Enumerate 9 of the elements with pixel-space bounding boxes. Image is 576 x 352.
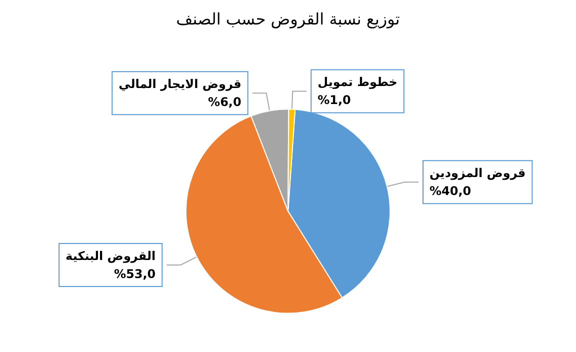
slice-label: القروض البنكية [66,248,156,263]
data-label: %40,0 [430,184,472,198]
data-label: %6,0 [208,95,242,110]
slice-label: خطوط تمويل [318,75,398,90]
slice-label: قروض الايجار المالي [118,77,242,92]
data-label: %1,0 [318,93,351,108]
slice-label: قروض المزودين [430,166,526,180]
data-label: %53,0 [114,266,156,281]
chart-title: توزيع نسبة القروض حسب الصنف [176,10,400,28]
